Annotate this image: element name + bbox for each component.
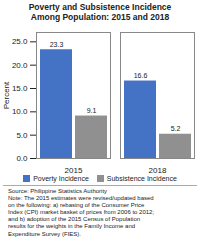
svg-text:2018: 2018	[149, 166, 167, 174]
svg-text:5.0: 5.0	[16, 130, 28, 139]
svg-text:5.2: 5.2	[171, 125, 181, 132]
svg-text:9.1: 9.1	[87, 107, 97, 114]
svg-text:20.0: 20.0	[12, 60, 28, 69]
svg-text:25.0: 25.0	[12, 37, 28, 46]
html-text:Subsistence Incidence: Subsistence Incidence	[106, 174, 177, 182]
html-text:Poverty and Subsistence Incide: Poverty and Subsistence Incidence Among …	[28, 2, 172, 22]
svg-text:16.6: 16.6	[134, 72, 148, 79]
svg-text:Percent: Percent	[2, 80, 11, 108]
html-text:Poverty Incidence: Poverty Incidence	[33, 174, 89, 182]
html-text:Source: Philippine Statistics: Source: Philippine Statistics Authority …	[8, 187, 155, 237]
svg-text:10.0: 10.0	[12, 107, 28, 116]
svg-text:23.3: 23.3	[50, 40, 64, 47]
svg-text:0.0: 0.0	[16, 154, 28, 163]
svg-text:15.0: 15.0	[12, 84, 28, 93]
svg-text:2015: 2015	[65, 166, 83, 174]
